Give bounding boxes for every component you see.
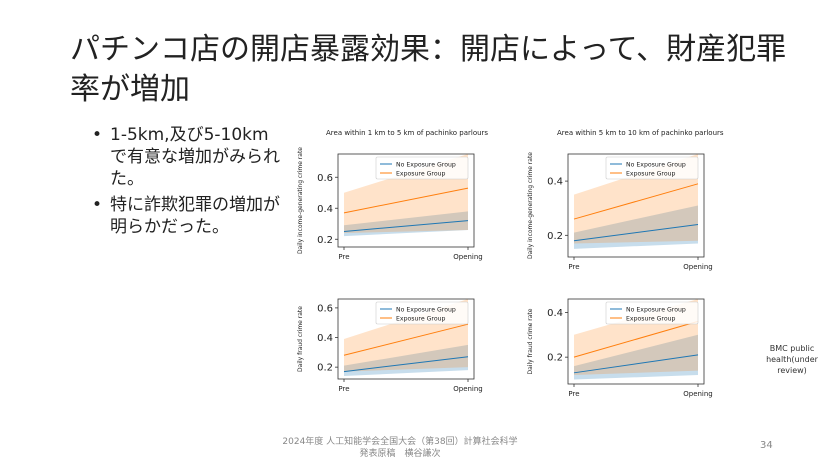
- footer-line-2: 発表原稿 横谷謙次: [359, 449, 441, 459]
- footer-line-1: 2024年度 人工知能学会全国大会（第38回）計算社会科学: [282, 437, 518, 447]
- x-tick-label: Pre: [338, 253, 349, 261]
- x-tick-label: Opening: [683, 390, 713, 398]
- bullet-item: 特に詐欺犯罪の増加が明らかだった。: [92, 194, 282, 238]
- chart-title-top-right: Area within 5 km to 10 km of pachinko pa…: [557, 129, 724, 137]
- legend-label-exposure: Exposure Group: [396, 315, 446, 322]
- series-line-no-exposure: [573, 223, 699, 242]
- chart-bottom-right: 0.2 0.4 Pre Opening Daily fraud crime rate No…: [527, 298, 713, 398]
- chart-top-right: 0.2 0.4 Pre Opening Daily income-generating …: [527, 152, 713, 271]
- chart-top-left: 0.2 0.4 0.6 Pre Opening Daily income-generati…: [297, 147, 483, 261]
- series-line-exposure: [573, 183, 699, 220]
- y-tick-label: 0.2: [547, 353, 563, 364]
- series-line-exposure: [573, 320, 699, 358]
- y-tick-label: 0.4: [547, 308, 563, 319]
- citation: BMC public health(under review): [766, 344, 818, 375]
- y-tick-label: 0.4: [317, 333, 333, 344]
- footer: 2024年度 人工知能学会全国大会（第38回）計算社会科学 発表原稿 横谷謙次: [240, 436, 560, 460]
- chart-bottom-left: 0.2 0.4 0.6 Pre Opening Daily fraud crime rat…: [297, 298, 483, 393]
- plot-frame: [567, 153, 705, 258]
- y-axis-label: Daily income-generating crime rate: [297, 147, 304, 254]
- legend-box: [605, 301, 699, 325]
- x-tick-label: Pre: [338, 385, 349, 393]
- y-tick-label: 0.4: [547, 177, 563, 188]
- bullet-list: 1-5km,及び5-10kmで有意な増加がみられた。 特に詐欺犯罪の増加が明らか…: [92, 124, 282, 242]
- y-tick-label: 0.6: [317, 303, 333, 314]
- page-number: 34: [760, 440, 773, 451]
- legend-label-exposure: Exposure Group: [626, 315, 676, 322]
- plot-frame: [337, 298, 475, 380]
- series-line-no-exposure: [573, 354, 699, 374]
- plot-frame: [337, 153, 475, 248]
- y-tick-label: 0.2: [317, 363, 333, 374]
- ci-band-no-exposure: [574, 205, 698, 249]
- series-line-no-exposure: [343, 220, 469, 232]
- chart-title-top-left: Area within 1 km to 5 km of pachinko par…: [326, 129, 489, 137]
- legend-box: [375, 301, 469, 325]
- legend-label-exposure: Exposure Group: [626, 170, 676, 177]
- y-tick-label: 0.4: [317, 204, 333, 215]
- y-axis-label: Daily fraud crime rate: [527, 308, 534, 374]
- y-axis-label: Daily fraud crime rate: [297, 306, 304, 372]
- series-line-exposure: [343, 187, 469, 214]
- x-tick-label: Pre: [568, 263, 579, 271]
- y-tick-label: 0.6: [317, 173, 333, 184]
- series-line-exposure: [343, 323, 469, 356]
- y-tick-label: 0.2: [547, 231, 563, 242]
- plot-frame: [567, 298, 705, 385]
- legend-label-no-exposure: No Exposure Group: [626, 306, 686, 313]
- series-line-no-exposure: [343, 356, 469, 373]
- legend-label-exposure: Exposure Group: [396, 170, 446, 177]
- legend-box: [375, 156, 469, 180]
- slide-title: パチンコ店の開店暴露効果：開店によって、財産犯罪率が増加: [70, 32, 787, 107]
- y-tick-label: 0.2: [317, 235, 333, 246]
- legend-label-no-exposure: No Exposure Group: [396, 306, 456, 313]
- x-tick-label: Opening: [453, 385, 483, 393]
- x-tick-label: Pre: [568, 390, 579, 398]
- y-axis-label: Daily income-generating crime rate: [527, 152, 534, 259]
- x-tick-label: Opening: [683, 263, 713, 271]
- legend-box: [605, 156, 699, 180]
- x-tick-label: Opening: [453, 253, 483, 261]
- ci-band-no-exposure: [344, 211, 468, 237]
- bullet-item: 1-5km,及び5-10kmで有意な増加がみられた。: [92, 124, 282, 190]
- legend-label-no-exposure: No Exposure Group: [626, 161, 686, 168]
- legend-label-no-exposure: No Exposure Group: [396, 161, 456, 168]
